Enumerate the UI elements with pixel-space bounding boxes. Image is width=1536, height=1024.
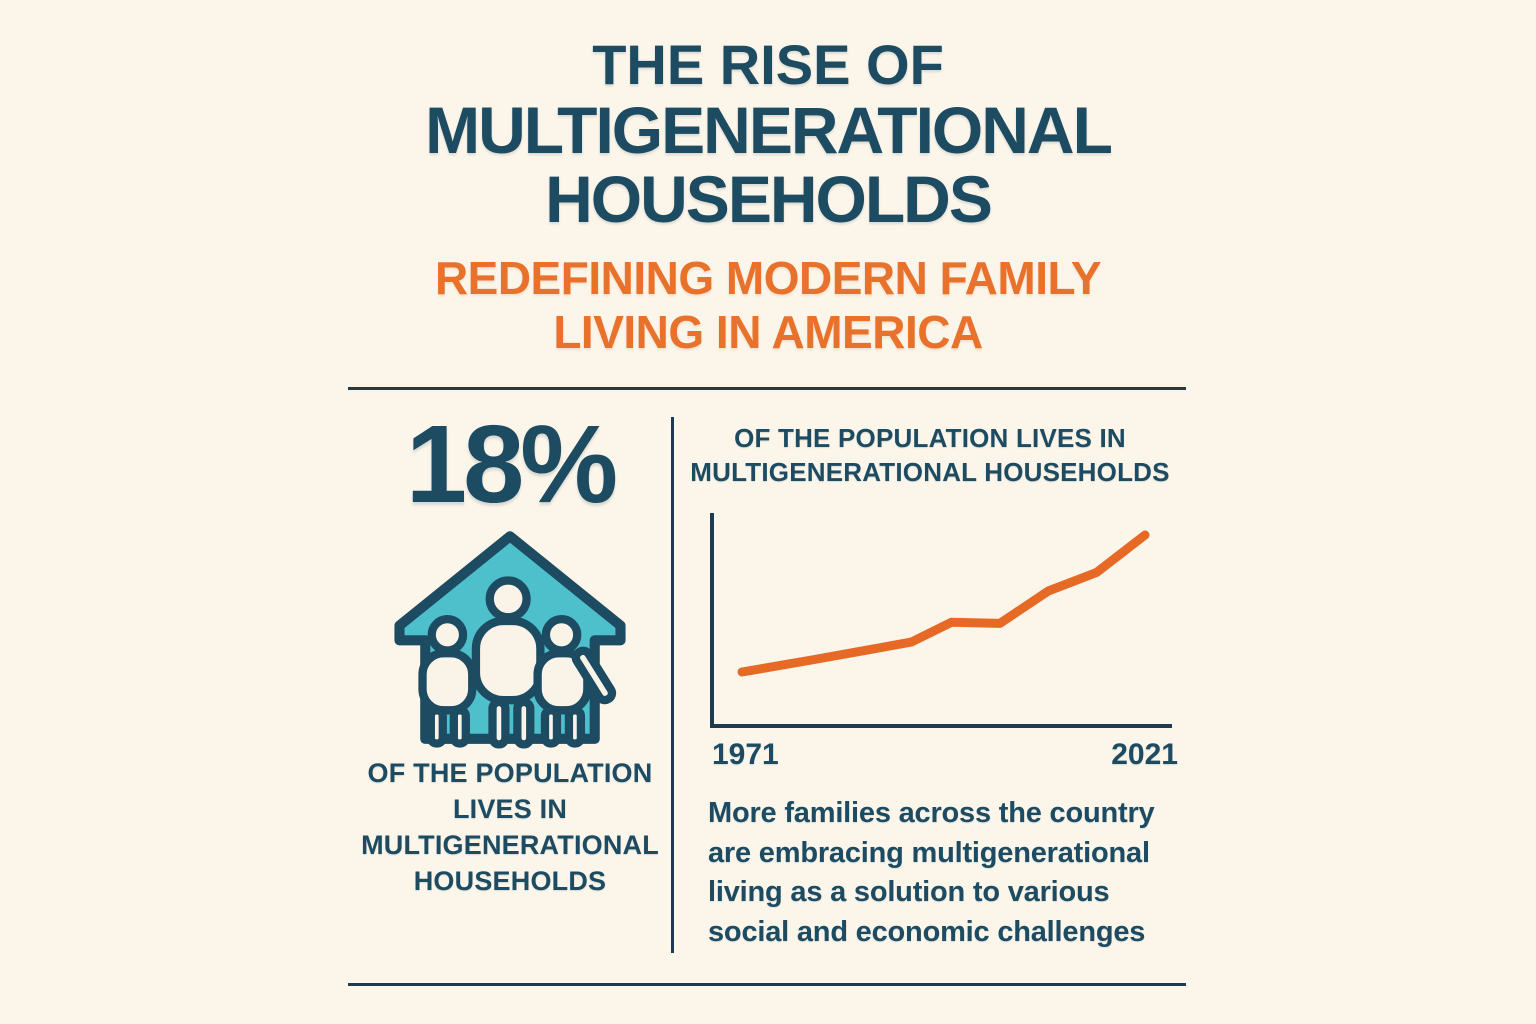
page-title: MULTIGENERATIONAL HOUSEHOLDS <box>425 92 1113 236</box>
chart-title: OF THE POPULATION LIVES IN MULTIGENERATI… <box>690 423 1170 487</box>
vertical-divider <box>671 417 674 953</box>
title-line-small: THE RISE OF <box>592 33 944 96</box>
x-axis-start-label: 1971 <box>712 738 779 771</box>
x-axis-end-label: 2021 <box>1111 738 1178 771</box>
stat-caption: OF THE POPULATION LIVES IN MULTIGENERATI… <box>361 758 659 896</box>
chart-axes <box>710 513 1172 728</box>
grandparent-figure <box>533 615 617 748</box>
family-house-icon <box>394 531 626 749</box>
bottom-divider <box>348 983 1186 986</box>
stat-value: 18% <box>405 403 618 526</box>
adult-figure <box>471 576 545 749</box>
trend-line <box>737 530 1150 677</box>
top-divider <box>348 387 1186 390</box>
header: THE RISE OF MULTIGENERATIONAL HOUSEHOLDS… <box>0 34 1536 359</box>
description-paragraph: More families across the country are emb… <box>708 797 1155 949</box>
child-figure <box>418 615 477 748</box>
page-subtitle: REDEFINING MODERN FAMILY LIVING IN AMERI… <box>434 252 1102 358</box>
trend-line-chart <box>710 513 1172 728</box>
